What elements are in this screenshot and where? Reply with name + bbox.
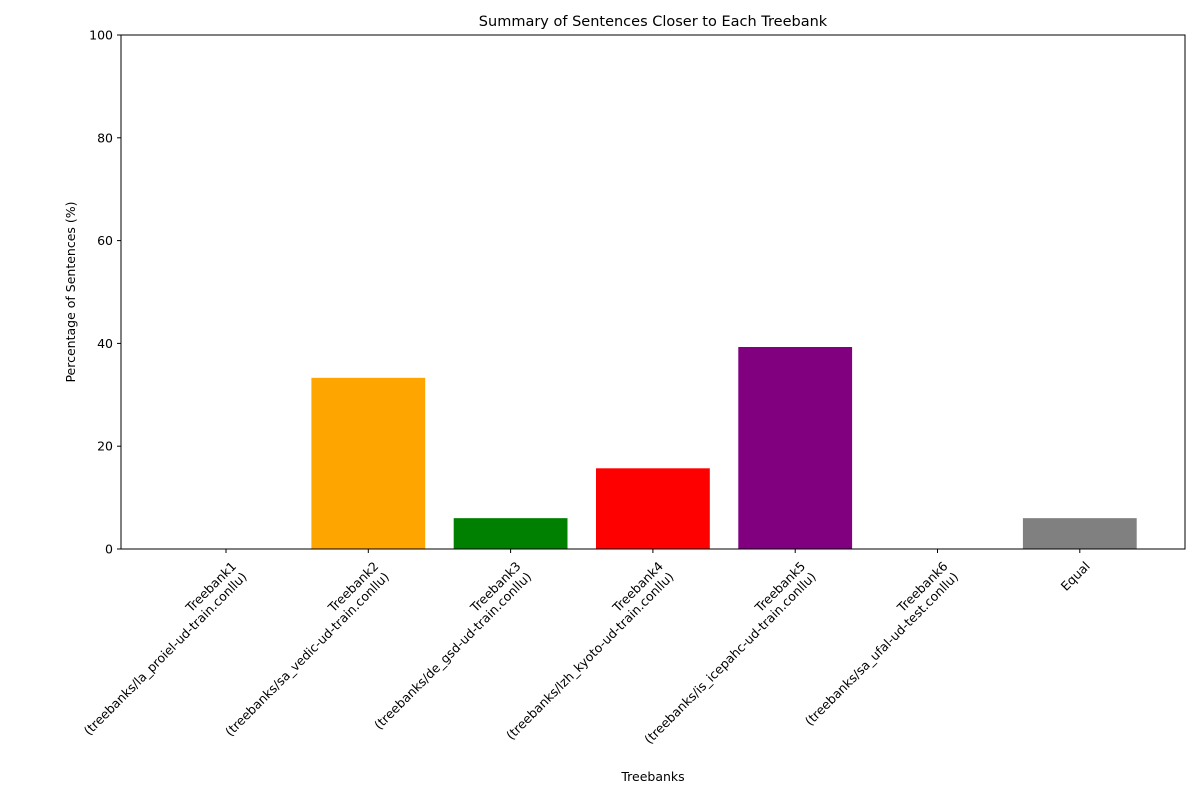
y-tick-label: 80 xyxy=(97,130,113,145)
bar-5 xyxy=(738,347,853,549)
bar-4 xyxy=(596,468,710,549)
x-axis-label: Treebanks xyxy=(620,769,684,784)
y-axis-label: Percentage of Sentences (%) xyxy=(63,201,78,382)
y-tick-label: 20 xyxy=(97,439,113,454)
x-tick-label: Treebank6(treebanks/sa_ufal-ud-test.conl… xyxy=(791,558,961,728)
y-tick-label: 60 xyxy=(97,233,113,248)
plot-area: 0 20 40 60 80 100 Treebank1(treebanks/la_proie… xyxy=(70,28,1186,747)
y-tick-label: 40 xyxy=(97,336,113,351)
x-tick-label: Treebank1(treebanks/la_proiel-ud-train.c… xyxy=(70,558,250,738)
x-tick-label: Equal xyxy=(1058,558,1093,593)
chart-title: Summary of Sentences Closer to Each Tree… xyxy=(479,14,828,30)
bar-7 xyxy=(1022,518,1137,549)
y-tick-label: 100 xyxy=(89,28,113,43)
bar-2 xyxy=(311,377,426,549)
bar-3 xyxy=(453,518,568,549)
y-tick-label: 0 xyxy=(105,542,113,557)
